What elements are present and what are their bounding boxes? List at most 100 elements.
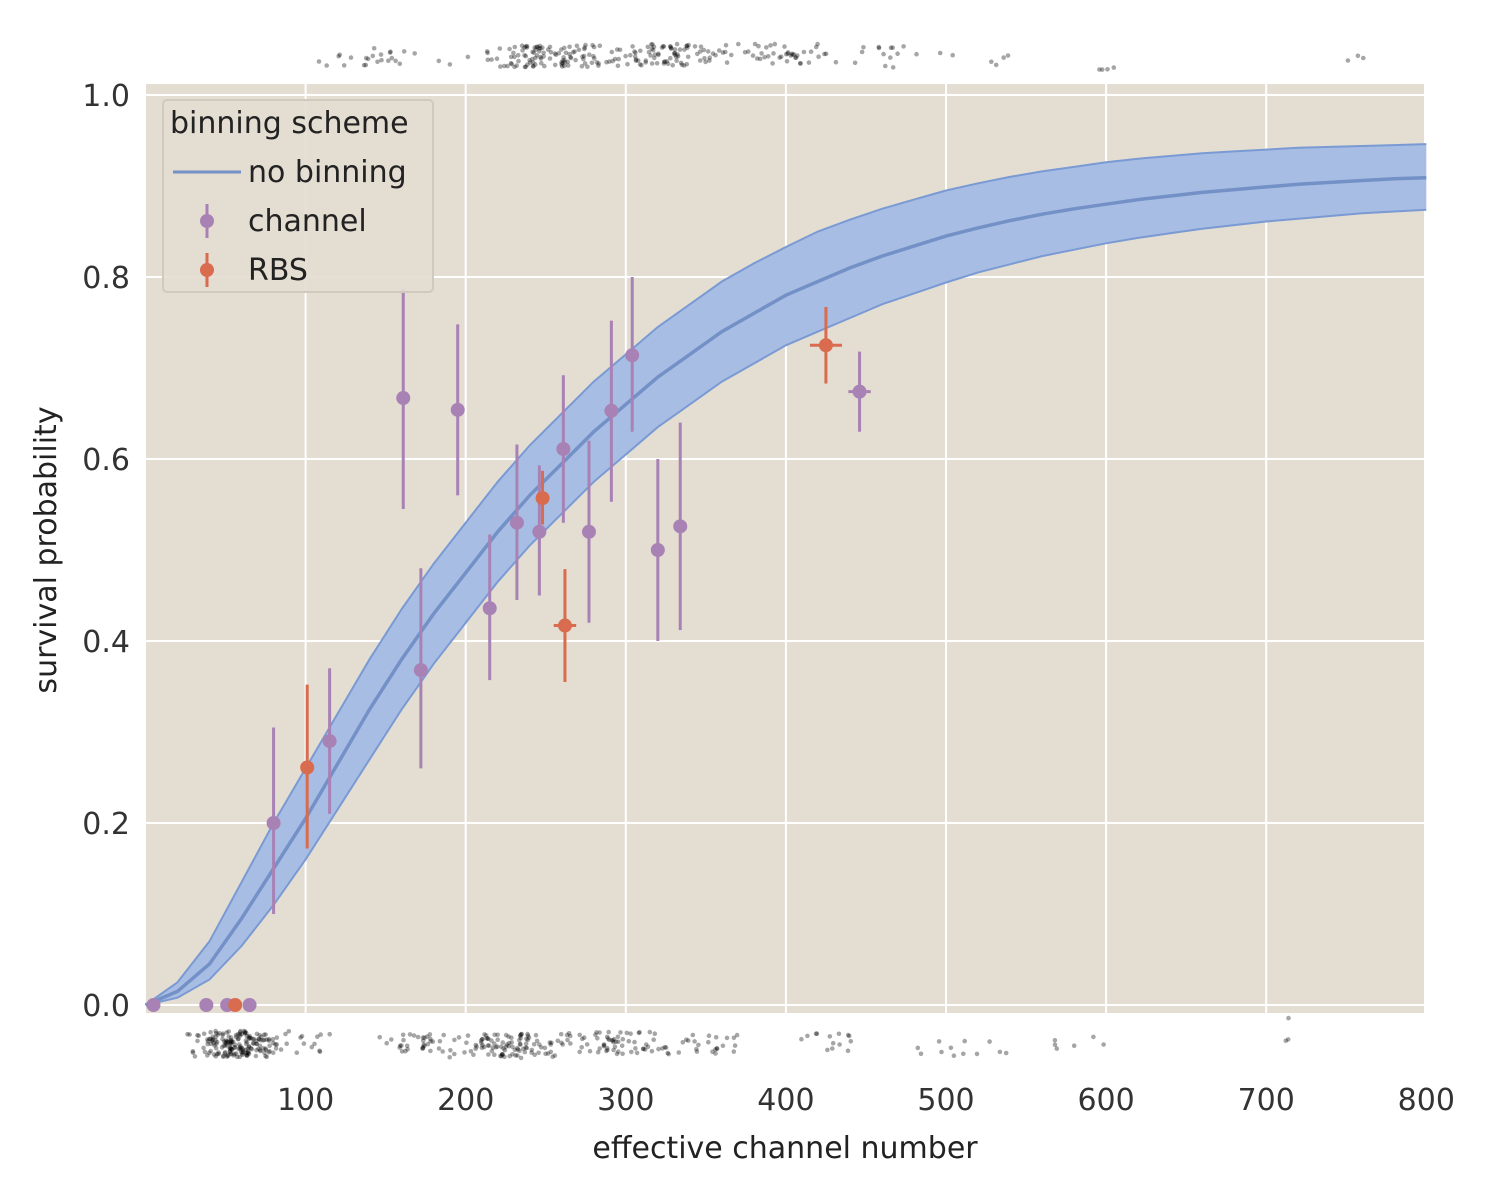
rug-point [239,1050,244,1055]
rug-point [400,1032,406,1038]
rug-point [494,56,500,61]
rug-point [951,1053,957,1058]
rug-point [590,42,595,48]
rug-point [1052,1042,1058,1047]
rug-point [259,1034,264,1040]
rug-point [506,1040,512,1046]
rug-point [240,1047,246,1052]
rug-point [284,1041,290,1046]
rug-point [211,1041,216,1046]
rug-point [267,1048,272,1054]
rug-point [1003,1050,1009,1056]
rug-point [537,1042,542,1047]
rug-point [665,61,671,67]
rug-point [883,63,888,69]
rug-point [585,64,590,70]
rug-point [485,1043,491,1048]
rug-point [327,1031,333,1037]
rug-point [412,51,418,56]
rug-point [301,1041,307,1046]
rug-point [243,1038,249,1043]
rug-point [263,1047,269,1053]
rug-point [520,48,525,53]
rug-point [698,44,704,49]
rug-point [207,1036,212,1042]
rug-point [243,1041,249,1047]
rug-point [527,57,532,63]
channel-point [322,734,337,749]
rug-point [682,47,687,52]
rug-point [827,1034,833,1039]
rug-point [634,1050,640,1056]
rug-point [684,61,690,67]
rug-point [845,1032,851,1038]
rug-point [604,1034,610,1040]
rug-point [559,62,564,67]
rug-point [486,1052,491,1057]
rug-point [196,1033,201,1038]
rug-point [901,44,906,49]
rug-point [379,57,384,63]
rug-point [714,1045,720,1051]
rug-point [562,59,568,65]
rug-point [238,1045,244,1051]
rug-point [489,1048,495,1054]
rug-point [515,1045,520,1051]
rug-point [684,43,689,49]
rug-point [478,1038,484,1044]
rug-point [201,1031,207,1037]
fit-line [144,176,1427,1007]
rug-point [596,61,601,66]
rug-point [233,1051,239,1056]
rug-point [552,51,558,56]
rug-point [560,58,565,63]
rug-point [1001,55,1006,60]
rug-point [397,61,403,67]
rug-point [626,1038,632,1044]
rug-point [363,62,369,68]
rug-point [564,1032,570,1038]
rug-point [401,49,407,54]
rug-point [799,1036,804,1042]
rug-point [614,1051,620,1057]
rug-point [732,1043,738,1048]
channel-point [146,998,161,1012]
rug-point [221,1053,226,1059]
rug-point [531,1042,537,1047]
rug-point [499,1044,504,1049]
rug-point [948,1045,954,1051]
rug-point [403,1048,408,1054]
rug-point [257,1033,263,1038]
rug-point [597,1030,602,1035]
rug-point [456,1035,462,1040]
rug-point [512,54,517,60]
rug-point [605,1036,611,1041]
rug-point [312,1041,317,1047]
rug-point [582,61,588,66]
rug-point [706,1033,712,1038]
rug-point [247,1036,252,1041]
x-tick-label: 800 [1398,1083,1455,1118]
rug-point [231,1053,236,1058]
rug-point [610,58,615,64]
rug-point [724,1035,730,1041]
rug-point [237,1054,242,1060]
rug-point [219,1045,225,1050]
rug-point [714,1046,720,1052]
rug-point [316,59,322,64]
rug-point [574,43,580,49]
rug-point [580,1036,585,1042]
rug-point [503,1044,509,1049]
rug-point [258,1037,264,1043]
rug-point [254,1041,259,1047]
rug-point [480,1036,485,1042]
y-tick-label: 1.0 [82,79,130,114]
rug-point [632,54,638,59]
rug-point [236,1046,242,1052]
rug-point [597,1046,602,1051]
rug-point [559,64,565,69]
rug-point [559,47,564,52]
rug-point [565,1037,570,1043]
rug-point [757,56,763,62]
rug-point [668,44,673,50]
